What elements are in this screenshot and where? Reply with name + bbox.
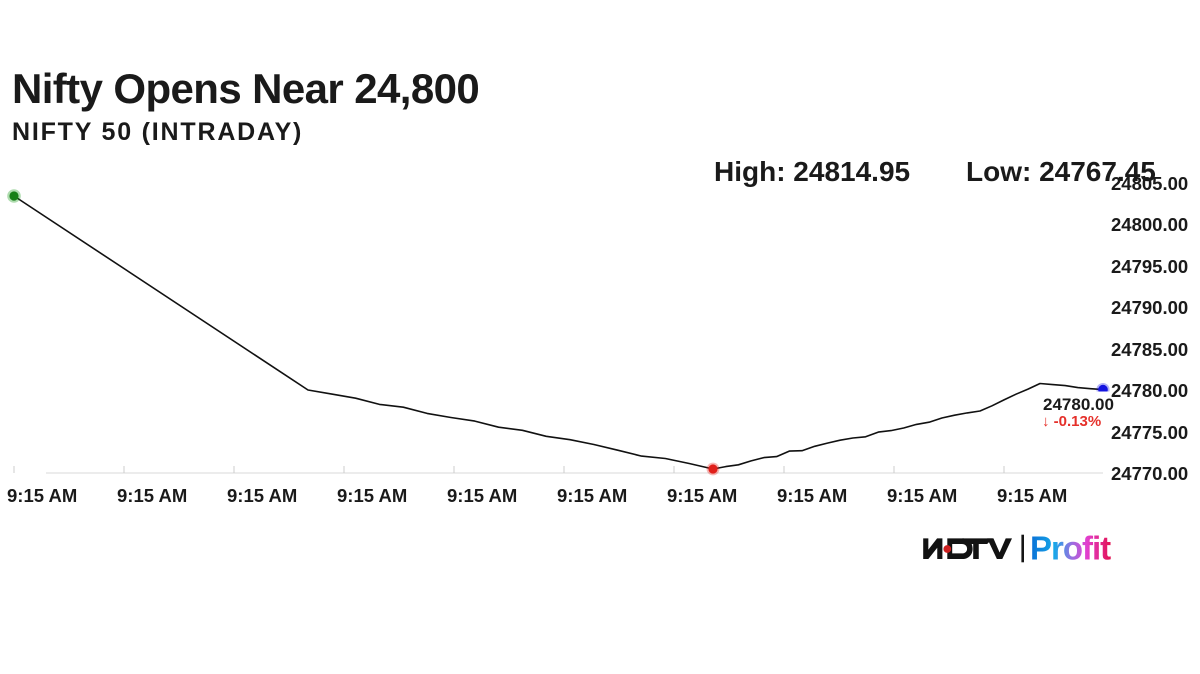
svg-text:Profit: Profit	[1030, 530, 1111, 567]
